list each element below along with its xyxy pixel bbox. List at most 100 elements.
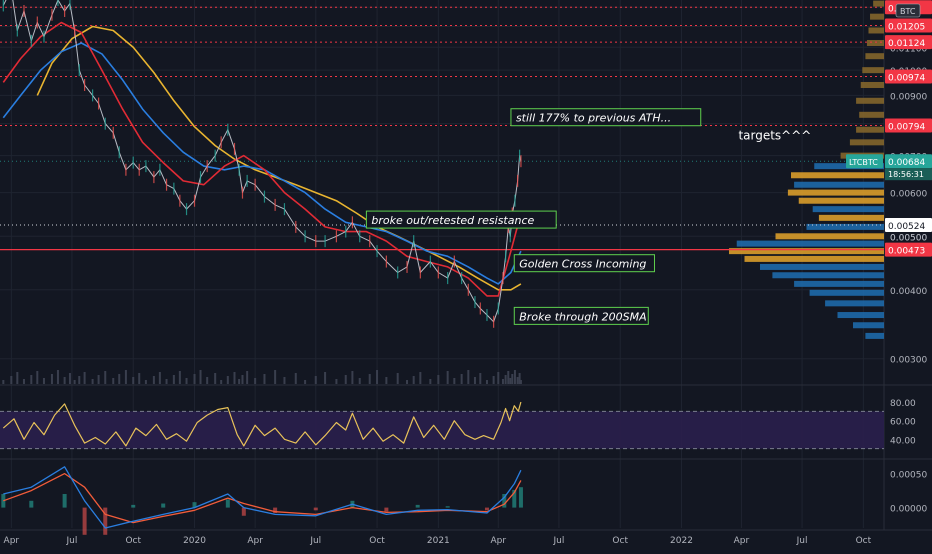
volume-profile-bar-4 <box>809 289 884 296</box>
annotation-box-2 <box>365 210 557 229</box>
volume-bar-68 <box>497 372 500 384</box>
volume-profile-bar-6 <box>772 272 884 279</box>
annotation-text-4: Broke through 200SMA <box>519 310 646 323</box>
volume-profile-bar-7 <box>760 263 884 270</box>
volume-bar-67 <box>492 376 495 384</box>
macd-hist-bar-15 <box>445 506 450 508</box>
annotation-1: targets^^^ <box>738 128 811 142</box>
volume-bar-42 <box>283 377 286 384</box>
series-line-ma-red <box>2 21 522 297</box>
volume-layer <box>2 370 522 384</box>
rsi-tick-label-0: 80.00 <box>890 399 916 409</box>
volume-bar-75 <box>516 377 519 384</box>
macd-hist-bar-9 <box>241 507 246 516</box>
price-tick-label-9: 0.00400 <box>890 287 927 297</box>
volume-bar-17 <box>112 378 115 384</box>
series-line-ma-blue <box>2 42 522 285</box>
volume-bar-18 <box>118 374 121 384</box>
volume-bar-56 <box>412 376 415 384</box>
macd-hist-bar-3 <box>82 507 87 535</box>
volume-bar-30 <box>199 370 202 384</box>
volume-bar-24 <box>158 372 161 384</box>
volume-bar-39 <box>254 378 257 384</box>
level-layer <box>0 6 884 251</box>
annotation-text-0: still 177% to previous ATH... <box>516 112 671 125</box>
series-line-price <box>2 0 522 323</box>
time-tick-label-5: Jul <box>309 536 321 546</box>
time-tick-label-3: 2020 <box>183 536 206 546</box>
volume-bar-62 <box>460 374 463 384</box>
volume-bar-38 <box>246 371 249 384</box>
volume-bar-37 <box>241 375 244 384</box>
volume-bar-46 <box>324 372 327 384</box>
volume-profile-bar-11 <box>775 233 884 240</box>
annotation-text-3: Golden Cross Incoming <box>519 258 646 271</box>
time-tick-label-7: 2021 <box>427 536 450 546</box>
countdown-label: 18:56:31 <box>888 170 924 179</box>
macd-hist-bar-6 <box>161 503 166 508</box>
series-line-macd-signal <box>3 472 522 524</box>
annotation-text-2: broke out/retested resistance <box>371 214 534 227</box>
volume-bar-6 <box>42 378 45 384</box>
volume-bar-71 <box>507 371 510 384</box>
volume-bar-15 <box>97 375 100 384</box>
time-tick-label-8: Apr <box>491 536 507 546</box>
volume-bar-69 <box>501 379 504 384</box>
time-tick-label-10: Oct <box>612 536 628 546</box>
volume-profile-bar-17 <box>794 181 884 188</box>
volume-profile-bar-3 <box>825 300 884 307</box>
macd-tick-label-1: 0.00000 <box>890 505 927 515</box>
price-tick-label-8: 0.00500 <box>890 233 927 243</box>
volume-bar-59 <box>437 375 440 384</box>
volume-bar-31 <box>206 377 209 384</box>
macd-layer <box>1 466 523 535</box>
volume-bar-2 <box>16 372 19 384</box>
time-tick-label-9: Jul <box>552 536 564 546</box>
volume-profile-bar-29 <box>868 27 884 34</box>
volume-bar-47 <box>335 379 338 384</box>
volume-profile-bar-25 <box>860 81 884 88</box>
rsi-band <box>0 411 884 449</box>
volume-profile-bar-18 <box>791 172 884 179</box>
volume-profile-bar-12 <box>806 223 884 230</box>
volume-bar-74 <box>513 370 516 384</box>
volume-profile-bar-13 <box>818 214 884 221</box>
annotation-box-3 <box>513 254 655 273</box>
price-tag-bg-3 <box>885 69 932 84</box>
time-tick-label-11: 2022 <box>670 536 693 546</box>
annotation-box-4 <box>513 306 649 325</box>
volume-profile-bar-26 <box>862 67 884 74</box>
volume-bar-51 <box>368 374 371 384</box>
macd-hist-bar-16 <box>484 507 489 511</box>
price-tag-bg-7 <box>885 242 932 257</box>
volume-bar-61 <box>453 378 456 384</box>
volume-bar-8 <box>56 370 59 384</box>
volume-profile-bar-2 <box>837 312 884 319</box>
volume-bar-7 <box>50 374 53 384</box>
macd-hist-bar-18 <box>512 489 517 508</box>
price-tag-label-3: 0.00974 <box>888 73 925 83</box>
macd-hist-bar-8 <box>225 499 230 508</box>
volume-profile-bar-27 <box>865 53 884 60</box>
annotation-layer: still 177% to previous ATH... targets^^^ b… <box>365 108 811 325</box>
volume-profile-bar-28 <box>866 39 884 46</box>
volume-bar-23 <box>152 376 155 384</box>
macd-hist-bar-19 <box>518 487 523 508</box>
volume-bar-11 <box>73 380 76 384</box>
volume-bar-50 <box>358 378 361 384</box>
volume-bar-49 <box>351 371 354 384</box>
volume-bar-65 <box>479 373 482 384</box>
price-tag-label-7: 0.00473 <box>888 247 925 257</box>
volume-bar-70 <box>504 375 507 384</box>
volume-bar-55 <box>406 380 409 384</box>
volume-bar-66 <box>485 380 488 384</box>
volume-bar-63 <box>467 370 470 384</box>
rsi-layer <box>0 401 884 450</box>
volume-bar-40 <box>263 374 266 384</box>
annotation-box-0 <box>510 108 702 127</box>
time-tick-label-6: Oct <box>369 536 385 546</box>
price-tick-label-10: 0.00300 <box>890 356 927 366</box>
volume-bar-43 <box>294 373 297 384</box>
macd-hist-bar-7 <box>192 502 197 508</box>
